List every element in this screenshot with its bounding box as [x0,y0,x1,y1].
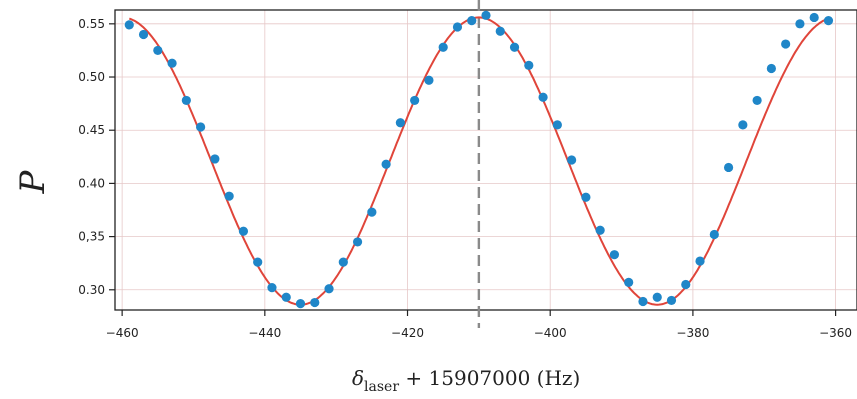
data-point [138,29,149,40]
data-point [338,257,348,267]
x-tick-label: −420 [391,326,424,340]
data-point [509,42,520,52]
data-point [552,120,562,130]
y-tick-label: 0.50 [78,70,105,84]
data-point [310,297,320,308]
points-layer [124,10,834,309]
data-point [196,122,206,132]
data-point [352,237,363,247]
x-axis-label-symbol: δ [352,366,364,390]
data-point [438,42,448,52]
data-point [210,154,220,164]
y-tick-label: 0.45 [78,123,105,137]
x-axis-label-subscript: laser [364,379,399,395]
ticks-layer: −460 −440 −420 −400 −380 −360 0.30 0,35 0.40 0.45… [78,17,852,340]
data-point [167,58,177,68]
data-point [538,92,548,102]
data-point [695,256,705,266]
data-point [752,95,762,106]
data-point [410,95,420,106]
x-tick-label: −400 [534,326,567,340]
data-point [324,284,334,294]
fit-curve [128,16,829,306]
x-axis-label-rest: + 15907000 (Hz) [399,366,580,390]
data-point [738,120,748,130]
data-point [723,162,734,173]
fit-layer [128,16,829,306]
data-point [609,250,620,260]
data-point [295,299,306,309]
data-point [253,257,263,267]
data-point [124,20,134,30]
data-point [267,283,277,293]
x-tick-label: −440 [248,326,281,340]
data-point [766,63,776,74]
data-point [709,229,719,240]
data-point [495,26,505,36]
x-axis-label: δlaser + 15907000 (Hz) [352,366,580,395]
data-point [666,295,677,306]
data-point [395,118,405,128]
y-tick-label: 0.40 [78,176,105,190]
data-point [823,16,834,26]
data-point [795,19,805,29]
data-point [424,75,434,85]
data-point [281,292,291,302]
data-point [224,191,234,201]
data-point [624,277,634,287]
plot-frame [114,9,857,311]
data-point [524,60,534,70]
x-tick-label: −380 [676,326,709,340]
data-point [652,292,662,302]
x-tick-label: −360 [819,326,852,340]
data-point [367,207,377,217]
data-point [581,192,591,202]
data-point [381,159,391,169]
data-point [567,155,577,165]
x-tick-label: −460 [106,326,139,340]
data-point [181,95,191,106]
y-tick-label: 0,35 [78,230,105,244]
data-point [481,10,491,20]
data-point [781,39,791,49]
data-point [238,226,249,236]
y-axis-label: P [13,169,53,194]
data-point [809,12,819,23]
data-point [638,296,648,307]
grid-layer [115,10,857,310]
data-point [681,279,691,290]
data-point [153,45,163,56]
data-point [452,22,463,32]
data-point [595,225,605,235]
y-tick-label: 0.30 [78,283,105,297]
data-point [467,16,477,26]
y-tick-label: 0.55 [78,17,105,31]
